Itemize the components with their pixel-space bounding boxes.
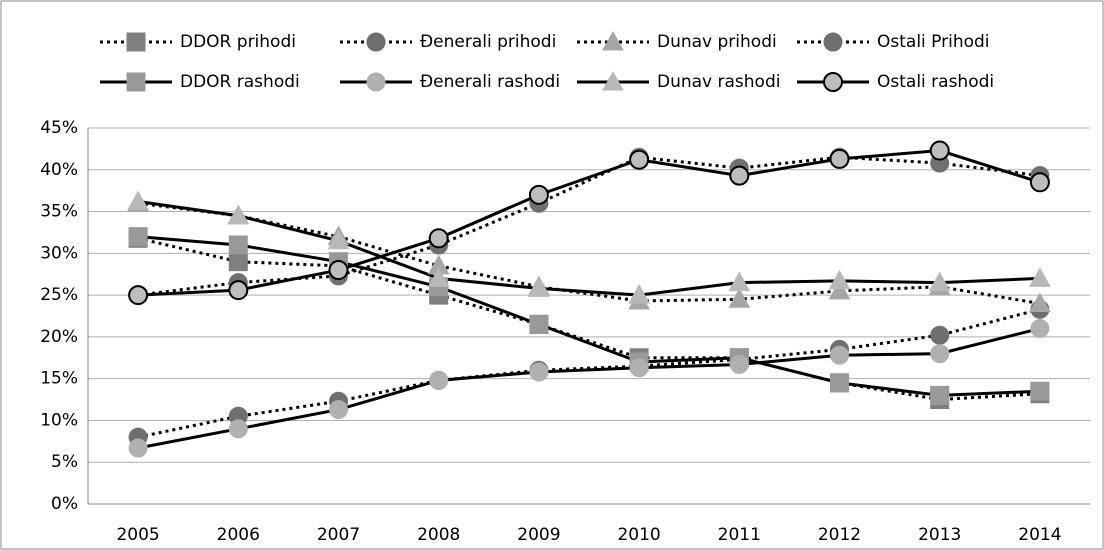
marker [429, 370, 449, 390]
x-tick-label: 2010 [617, 525, 660, 545]
marker [930, 344, 950, 364]
x-tick-label: 2014 [1018, 525, 1061, 545]
marker [1030, 381, 1050, 401]
marker [928, 271, 951, 292]
y-tick-label: 30% [40, 243, 78, 263]
marker [366, 72, 386, 92]
marker [929, 140, 950, 161]
marker [329, 400, 348, 420]
marker [930, 325, 950, 345]
y-tick-label: 25% [40, 285, 78, 305]
marker [529, 314, 549, 334]
y-tick-label: 20% [40, 327, 78, 347]
marker [327, 229, 350, 250]
marker [829, 148, 850, 169]
legend-label: Đenerali rashodi [420, 72, 560, 92]
x-tick-label: 2005 [116, 525, 159, 545]
marker [930, 385, 950, 405]
marker [629, 358, 649, 378]
legend-label: DDOR rashodi [180, 72, 300, 92]
marker [126, 32, 146, 52]
marker [128, 285, 149, 306]
marker [830, 345, 849, 365]
x-tick-label: 2007 [317, 525, 360, 545]
x-tick-label: 2011 [718, 525, 761, 545]
marker [629, 149, 650, 170]
marker [602, 30, 624, 51]
marker [830, 373, 849, 393]
marker [228, 419, 248, 439]
marker [529, 362, 549, 382]
x-tick-label: 2006 [217, 525, 260, 545]
marker [427, 267, 450, 287]
marker [728, 288, 751, 308]
marker [823, 32, 843, 52]
marker [228, 280, 249, 301]
series-line [137, 155, 1041, 297]
marker [127, 190, 149, 211]
y-tick-label: 40% [40, 160, 78, 180]
marker [628, 284, 650, 304]
series-line [137, 236, 1040, 402]
marker [428, 228, 449, 249]
marker [1029, 172, 1050, 193]
x-tick-label: 2012 [818, 525, 861, 545]
legend-label: Dunav rashodi [657, 72, 780, 92]
marker [128, 227, 148, 247]
marker [602, 70, 624, 91]
marker [823, 72, 843, 92]
marker [828, 279, 851, 300]
legend-label: Ostali rashodi [877, 72, 994, 92]
series-line [137, 307, 1041, 439]
y-tick-label: 0% [51, 494, 78, 514]
series-line [137, 200, 1040, 297]
x-tick-label: 2008 [417, 525, 460, 545]
legend-label: Dunav prihodi [657, 32, 777, 52]
marker [328, 260, 349, 281]
marker [828, 269, 851, 290]
x-tick-label: 2013 [918, 525, 961, 545]
marker [1029, 267, 1051, 287]
marker [366, 32, 386, 52]
y-tick-label: 10% [40, 410, 78, 430]
marker [1029, 292, 1051, 312]
y-tick-label: 5% [51, 452, 78, 472]
series-line [137, 327, 1041, 450]
marker [228, 252, 248, 272]
y-tick-label: 45% [40, 118, 78, 138]
marker [729, 165, 750, 186]
series-line [138, 149, 1041, 297]
marker [728, 271, 751, 292]
series-line [137, 235, 1040, 397]
legend-label: Đenerali prihodi [420, 32, 556, 52]
marker [227, 204, 250, 225]
legend-label: Ostali Prihodi [877, 32, 990, 52]
marker [128, 438, 148, 458]
marker [228, 235, 248, 255]
marker [126, 72, 146, 92]
marker [729, 354, 749, 374]
marker [528, 184, 549, 205]
legend-label: DDOR prihodi [180, 32, 296, 52]
marker [528, 277, 550, 297]
x-tick-label: 2009 [517, 525, 560, 545]
y-tick-label: 35% [40, 202, 78, 222]
marker [1030, 319, 1050, 339]
y-tick-label: 15% [40, 369, 78, 389]
